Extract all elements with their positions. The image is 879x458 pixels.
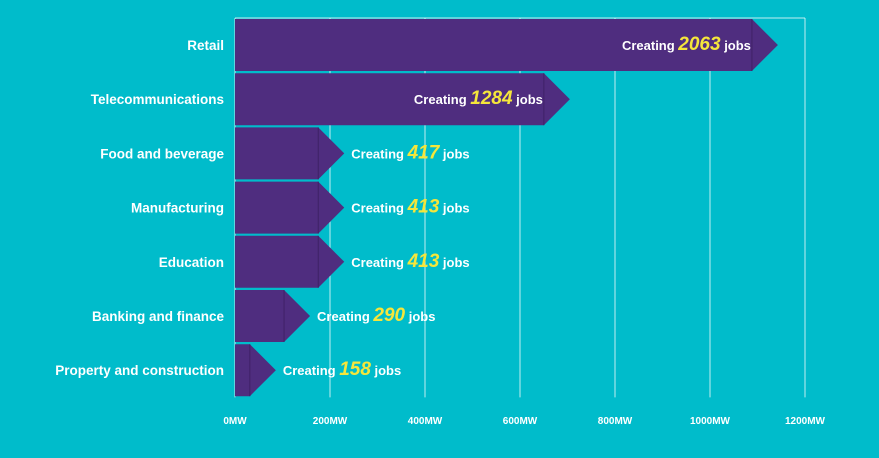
jobs-count: 413 [407, 197, 440, 218]
value-suffix: jobs [371, 363, 401, 378]
value-label: Creating 290 jobs [317, 305, 435, 326]
x-tick-label: 0MW [223, 416, 247, 427]
value-prefix: Creating [351, 201, 407, 216]
x-tick-label: 800MW [598, 416, 633, 427]
value-label: Creating 413 jobs [351, 251, 469, 272]
category-label: Telecommunications [91, 92, 224, 107]
value-suffix: jobs [439, 255, 469, 270]
bar [235, 235, 345, 288]
jobs-count: 158 [339, 359, 371, 380]
x-tick-label: 200MW [313, 416, 348, 427]
value-suffix: jobs [721, 38, 751, 53]
bar-row: Retail Creating 2063 jobs [187, 19, 778, 71]
bar [235, 127, 345, 180]
category-label: Education [159, 255, 224, 270]
x-tick-label: 600MW [503, 416, 538, 427]
x-tick-label: 1200MW [785, 416, 826, 427]
category-label: Retail [187, 38, 224, 53]
value-prefix: Creating [351, 255, 407, 270]
jobs-count: 290 [372, 305, 405, 326]
x-tick-label: 400MW [408, 416, 443, 427]
bar [235, 344, 276, 397]
bar [235, 19, 778, 71]
value-prefix: Creating [283, 363, 339, 378]
bar [235, 290, 311, 342]
value-prefix: Creating [414, 92, 470, 107]
bar-row: Food and beverage Creating 417 jobs [100, 127, 470, 180]
category-label: Banking and finance [92, 309, 225, 324]
bar-row: Education Creating 413 jobs [159, 235, 470, 288]
category-label: Property and construction [55, 363, 224, 378]
value-label: Creating 2063 jobs [622, 34, 751, 55]
value-label: Creating 413 jobs [351, 197, 469, 218]
bar [235, 73, 570, 126]
value-suffix: jobs [439, 201, 469, 216]
value-prefix: Creating [622, 38, 678, 53]
value-label: Creating 1284 jobs [414, 88, 543, 109]
jobs-count: 1284 [470, 88, 513, 109]
x-tick-label: 1000MW [690, 416, 731, 427]
bar-row: Banking and finance Creating 290 jobs [92, 290, 435, 342]
bar-row: Manufacturing Creating 413 jobs [131, 181, 470, 234]
value-label: Creating 417 jobs [351, 142, 469, 163]
bar-row: Telecommunications Creating 1284 jobs [91, 73, 570, 126]
bar-row: Property and construction Creating 158 jo… [55, 344, 401, 397]
jobs-count: 417 [407, 142, 441, 163]
jobs-count: 2063 [677, 34, 721, 55]
value-suffix: jobs [513, 92, 543, 107]
value-suffix: jobs [405, 309, 435, 324]
category-label: Food and beverage [100, 146, 224, 161]
bar [235, 181, 345, 234]
value-prefix: Creating [317, 309, 373, 324]
category-label: Manufacturing [131, 201, 224, 216]
value-label: Creating 158 jobs [283, 359, 401, 380]
value-suffix: jobs [439, 146, 469, 161]
value-prefix: Creating [351, 146, 407, 161]
jobs-count: 413 [407, 251, 440, 272]
